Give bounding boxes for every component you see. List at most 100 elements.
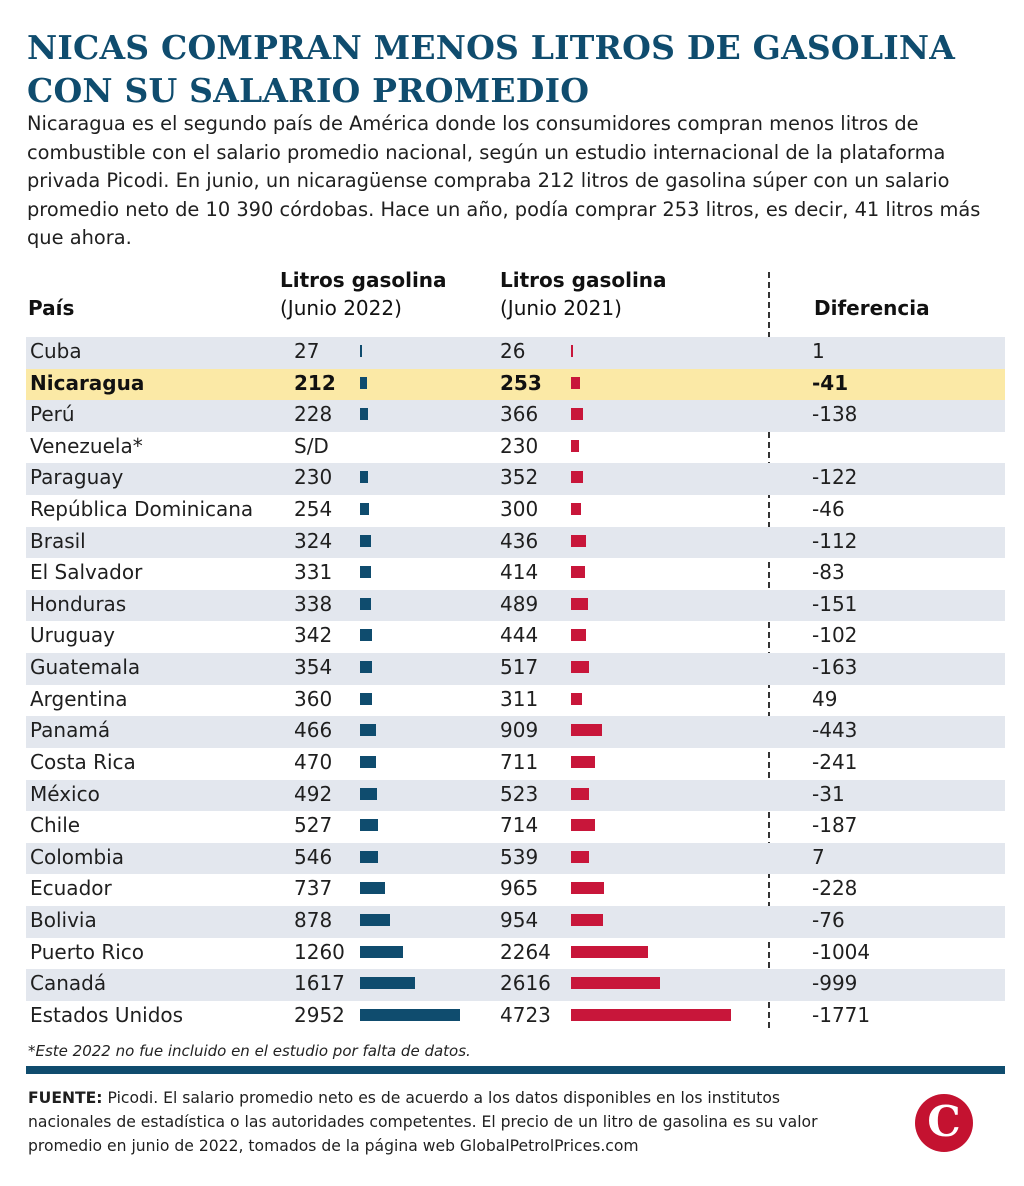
table-row: Uruguay 342 444 -102 (26, 621, 1005, 653)
country-label: México (30, 781, 100, 806)
bar-2022 (360, 376, 368, 389)
table-row: Puerto Rico 1260 2264 -1004 (26, 938, 1005, 970)
bar-2022 (360, 913, 390, 926)
table-row: Ecuador 737 965 -228 (26, 874, 1005, 906)
bar-2022 (360, 503, 369, 516)
bar-2022 (360, 755, 376, 768)
country-label: Argentina (30, 686, 128, 711)
value-2022: 212 (294, 370, 336, 395)
value-2022: 527 (294, 813, 333, 838)
bar-2021 (571, 787, 589, 800)
value-2021: 517 (500, 655, 539, 680)
country-label: Paraguay (30, 465, 124, 490)
value-2022: 1260 (294, 939, 345, 964)
value-2021: 436 (500, 528, 539, 553)
bar-2021 (571, 724, 602, 737)
value-2022: 470 (294, 749, 333, 774)
value-2021: 366 (500, 402, 539, 427)
table-row: Colombia 546 539 7 (26, 842, 1005, 875)
value-diff: -241 (812, 749, 858, 774)
bar-2022 (360, 471, 368, 484)
value-2022: 1617 (294, 971, 345, 996)
country-label: Honduras (30, 591, 127, 616)
bar-2021 (571, 1008, 731, 1021)
country-label: Perú (30, 402, 75, 427)
value-2021: 909 (500, 718, 539, 743)
data-table: Cuba 27 26 1 Nicaragua 212 253 -41 Perú 228 366 -13… (26, 337, 1005, 1032)
header-2022-line2: (Junio 2022) (280, 296, 402, 320)
page-title: NICAS COMPRAN MENOS LITROS DE GASOLINA C… (27, 28, 956, 110)
bar-2022 (360, 661, 372, 674)
bar-2022 (360, 1008, 460, 1021)
value-diff: -443 (812, 718, 858, 743)
column-divider (768, 272, 770, 1028)
bar-2022 (360, 850, 379, 863)
header-2022-line1: Litros gasolina (280, 268, 447, 292)
value-2021: 26 (500, 339, 526, 363)
value-2021: 414 (500, 560, 539, 585)
bar-2021 (571, 439, 579, 452)
value-diff: -999 (812, 971, 858, 996)
logo: C (915, 1094, 973, 1152)
value-2022: 324 (294, 528, 333, 553)
table-row: Costa Rica 470 711 -241 (26, 748, 1005, 780)
country-label: Chile (30, 813, 81, 838)
value-2022: 466 (294, 718, 333, 743)
bar-2022 (360, 566, 372, 579)
footer-rule (26, 1066, 1005, 1074)
country-label: Venezuela* (30, 433, 143, 458)
value-2022: 342 (294, 623, 333, 648)
bar-2022 (360, 629, 372, 642)
header-2021-line1: Litros gasolina (500, 268, 667, 292)
value-diff: -163 (812, 655, 858, 680)
value-diff: 1 (812, 339, 825, 363)
value-2021: 954 (500, 907, 539, 932)
country-label: El Salvador (30, 560, 143, 585)
value-diff: -83 (812, 560, 845, 585)
table-row: Argentina 360 311 49 (26, 685, 1005, 717)
value-2021: 444 (500, 623, 539, 648)
value-2021: 300 (500, 497, 539, 522)
bar-2021 (571, 503, 582, 516)
value-diff: -228 (812, 876, 858, 901)
value-diff: -31 (812, 781, 845, 806)
bar-2022 (360, 882, 385, 895)
value-2022: 230 (294, 465, 333, 490)
footnote: *Este 2022 no fue incluido en el estudio… (28, 1042, 471, 1060)
value-diff: -122 (812, 465, 858, 490)
bar-2021 (571, 661, 589, 674)
bar-2021 (571, 755, 596, 768)
value-2021: 489 (500, 591, 539, 616)
country-label: Canadá (30, 971, 107, 996)
table-row: Panamá 466 909 -443 (26, 716, 1005, 748)
country-label: Panamá (30, 718, 111, 743)
value-2022: 2952 (294, 1002, 345, 1027)
bar-2021 (571, 629, 587, 642)
value-2021: 539 (500, 844, 539, 869)
table-row: Brasil 324 436 -112 (26, 526, 1005, 559)
bar-2021 (571, 471, 583, 484)
value-2022: 878 (294, 907, 333, 932)
table-row: Paraguay 230 352 -122 (26, 463, 1005, 496)
bar-2021 (571, 345, 573, 357)
header-diff: Diferencia (814, 296, 930, 320)
value-2022: 354 (294, 655, 333, 680)
bar-2021 (571, 945, 648, 958)
source-body: Picodi. El salario promedio neto es de a… (28, 1089, 818, 1155)
value-2022: 492 (294, 781, 333, 806)
header-2022: Litros gasolina (Junio 2022) (280, 266, 447, 322)
bar-2021 (571, 882, 604, 895)
value-2021: 965 (500, 876, 539, 901)
value-2021: 714 (500, 813, 539, 838)
value-diff: -1771 (812, 1002, 871, 1027)
value-diff: -112 (812, 528, 858, 553)
value-diff: -41 (812, 370, 849, 395)
value-2022: 338 (294, 591, 333, 616)
bar-2021 (571, 597, 588, 610)
bar-2021 (571, 376, 580, 389)
value-2022: 546 (294, 844, 333, 869)
bar-2021 (571, 692, 582, 705)
table-row: Venezuela* S/D 230 (26, 432, 1005, 464)
value-2022: 27 (294, 339, 320, 363)
value-2021: 711 (500, 749, 539, 774)
